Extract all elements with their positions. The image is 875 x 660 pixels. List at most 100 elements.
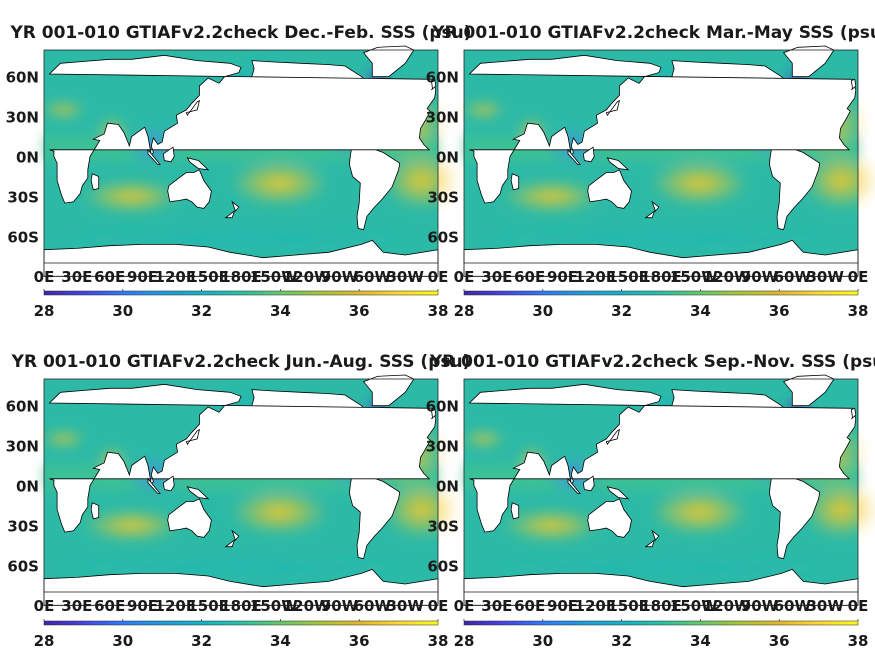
xtick-label: 0E — [34, 268, 55, 286]
panel-0: YR 001-010 GTIAFv2.2check Dec.-Feb. SSS … — [6, 23, 472, 320]
xtick-label: 60W — [354, 268, 392, 286]
land-greenland — [362, 374, 415, 407]
land-borneo — [162, 146, 175, 163]
land-greenland — [782, 45, 835, 77]
land-borneo — [582, 475, 595, 492]
colorbar-tick-label: 30 — [532, 302, 553, 320]
xtick-label: 90W — [741, 268, 779, 286]
panel-title: YR 001-010 GTIAFv2.2check Jun.-Aug. SSS … — [11, 352, 471, 372]
xtick-label: 180E — [220, 597, 262, 615]
xtick-label: 60E — [514, 597, 545, 615]
colorbar-tick-label: 30 — [112, 632, 133, 650]
colorbar-tick-label: 38 — [428, 302, 449, 320]
land-nzS — [644, 209, 656, 219]
land-madagascar — [90, 502, 100, 520]
xtick-label: 60W — [354, 597, 392, 615]
land-greenland — [782, 374, 835, 407]
colorbar-tick-label: 34 — [690, 632, 711, 650]
land-sumatra — [147, 148, 161, 165]
colorbar-tick-label: 32 — [611, 302, 632, 320]
landmass — [43, 374, 439, 606]
xtick-label: 90E — [127, 268, 158, 286]
colorbar-tick-label: 30 — [112, 302, 133, 320]
xtick-label: 120W — [703, 268, 751, 286]
axes-frame — [43, 49, 439, 264]
colorbar-tick-label: 32 — [191, 302, 212, 320]
ytick-label: 30N — [426, 109, 459, 127]
ytick-label: 30N — [6, 109, 39, 127]
ytick-label: 60S — [7, 557, 39, 575]
land-americaS — [348, 470, 401, 560]
xtick-label: 0E — [454, 268, 475, 286]
colorbar-tick-label: 36 — [769, 632, 790, 650]
xtick-label: 90W — [321, 597, 359, 615]
land-nzS — [644, 538, 656, 548]
land-newguinea — [186, 486, 210, 500]
ytick-label: 30S — [7, 188, 39, 206]
xtick-label: 150E — [607, 268, 649, 286]
xtick-label: 0E — [454, 597, 475, 615]
xtick-label: 150W — [250, 268, 298, 286]
colorbar: 28 30 32 34 36 38 — [454, 619, 868, 650]
land-uk — [850, 407, 857, 420]
colorbar-strip — [463, 620, 859, 626]
land-australia — [587, 498, 632, 538]
xtick-label: 90W — [741, 597, 779, 615]
ytick-label: 0N — [16, 478, 39, 496]
panel-3: YR 001-010 GTIAFv2.2check Sep.-Nov. SSS … — [426, 352, 875, 650]
land-borneo — [162, 475, 175, 492]
land-uk — [430, 78, 437, 91]
landmass — [43, 45, 439, 277]
land-newguinea — [606, 486, 630, 500]
panel-title: YR 001-010 GTIAFv2.2check Dec.-Feb. SSS … — [9, 23, 471, 43]
ytick-label: 60N — [426, 398, 459, 416]
land-japan — [605, 99, 621, 117]
xtick-label: 120E — [575, 268, 617, 286]
land-sumatra — [567, 477, 581, 494]
xtick-label: 180E — [220, 268, 262, 286]
colorbar: 28 30 32 34 36 38 — [34, 289, 449, 320]
xtick-label: 150E — [187, 597, 229, 615]
land-americaS — [768, 470, 821, 560]
colorbar: 28 30 32 34 36 38 — [34, 619, 449, 650]
xtick-label: 120W — [703, 597, 751, 615]
xtick-label: 120W — [283, 597, 331, 615]
panel-title: YR 001-010 GTIAFv2.2check Mar.-May SSS (… — [431, 23, 875, 43]
land-newguinea — [186, 157, 210, 171]
land-sumatra — [147, 477, 161, 494]
xtick-label: 30E — [61, 268, 92, 286]
land-newguinea — [606, 157, 630, 171]
xtick-label: 30E — [481, 597, 512, 615]
ytick-label: 60N — [6, 69, 39, 87]
xtick-label: 60W — [774, 597, 812, 615]
xtick-label: 30W — [806, 597, 844, 615]
land-afrEur — [468, 383, 857, 533]
land-australia — [167, 169, 212, 209]
xtick-label: 30E — [481, 268, 512, 286]
panel-2: YR 001-010 GTIAFv2.2check Jun.-Aug. SSS … — [6, 352, 471, 650]
land-uk — [850, 78, 857, 91]
land-afrEur — [48, 383, 437, 533]
panels: YR 001-010 GTIAFv2.2check Dec.-Feb. SSS … — [6, 23, 875, 650]
xtick-label: 90W — [321, 268, 359, 286]
colorbar-tick-label: 32 — [191, 632, 212, 650]
colorbar-tick-label: 38 — [428, 632, 449, 650]
land-nzS — [224, 538, 236, 548]
xtick-label: 120E — [155, 268, 197, 286]
colorbar-tick-label: 30 — [532, 632, 553, 650]
colorbar-strip — [43, 290, 439, 296]
colorbar-tick-label: 34 — [270, 302, 291, 320]
colorbar-tick-label: 32 — [611, 632, 632, 650]
ytick-label: 60S — [427, 228, 459, 246]
xtick-label: 150E — [607, 597, 649, 615]
ytick-label: 30S — [427, 188, 459, 206]
xtick-label: 150E — [187, 268, 229, 286]
landmass — [463, 45, 859, 277]
xtick-label: 120E — [155, 597, 197, 615]
land-madagascar — [510, 502, 520, 520]
axes-frame — [463, 49, 859, 264]
colorbar: 28 30 32 34 36 38 — [454, 289, 868, 320]
ytick-label: 60N — [6, 398, 39, 416]
axes-frame — [463, 378, 859, 593]
land-nzN — [651, 529, 660, 541]
